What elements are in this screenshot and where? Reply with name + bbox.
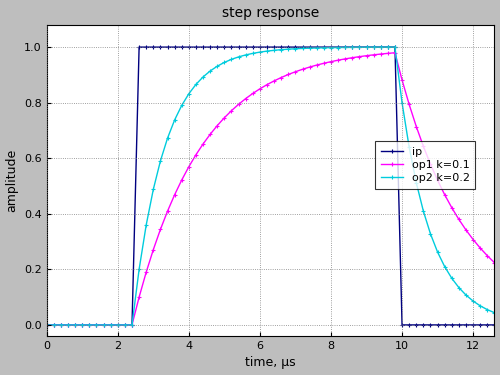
Legend: ip, op1 k=0.1, op2 k=0.2: ip, op1 k=0.1, op2 k=0.2 bbox=[375, 141, 476, 189]
ip bbox=[271, 45, 277, 50]
op2 k=0.2 bbox=[100, 322, 106, 327]
op2 k=0.2 bbox=[228, 57, 234, 62]
ip bbox=[300, 45, 306, 50]
ip bbox=[342, 45, 348, 50]
op1 k=0.1 bbox=[100, 322, 106, 327]
X-axis label: time, μs: time, μs bbox=[246, 357, 296, 369]
op2 k=0.2 bbox=[328, 45, 334, 50]
op1 k=0.1 bbox=[328, 59, 334, 64]
op2 k=0.2 bbox=[492, 310, 498, 315]
op1 k=0.1 bbox=[392, 51, 398, 55]
Line: op2 k=0.2: op2 k=0.2 bbox=[44, 45, 497, 327]
ip bbox=[335, 45, 341, 50]
op2 k=0.2 bbox=[264, 49, 270, 53]
ip bbox=[136, 45, 142, 50]
Title: step response: step response bbox=[222, 6, 319, 20]
op1 k=0.1 bbox=[335, 58, 341, 63]
op2 k=0.2 bbox=[392, 45, 398, 50]
ip bbox=[100, 322, 106, 327]
ip bbox=[44, 322, 50, 327]
op2 k=0.2 bbox=[44, 322, 50, 327]
Y-axis label: amplitude: amplitude bbox=[6, 149, 18, 212]
Line: op1 k=0.1: op1 k=0.1 bbox=[44, 50, 497, 327]
ip bbox=[492, 322, 498, 327]
op1 k=0.1 bbox=[292, 69, 298, 74]
op2 k=0.2 bbox=[335, 45, 341, 50]
op2 k=0.2 bbox=[292, 46, 298, 51]
op1 k=0.1 bbox=[228, 108, 234, 113]
ip bbox=[236, 45, 242, 50]
op1 k=0.1 bbox=[492, 260, 498, 265]
Line: ip: ip bbox=[44, 45, 497, 327]
op1 k=0.1 bbox=[44, 322, 50, 327]
op1 k=0.1 bbox=[264, 82, 270, 87]
